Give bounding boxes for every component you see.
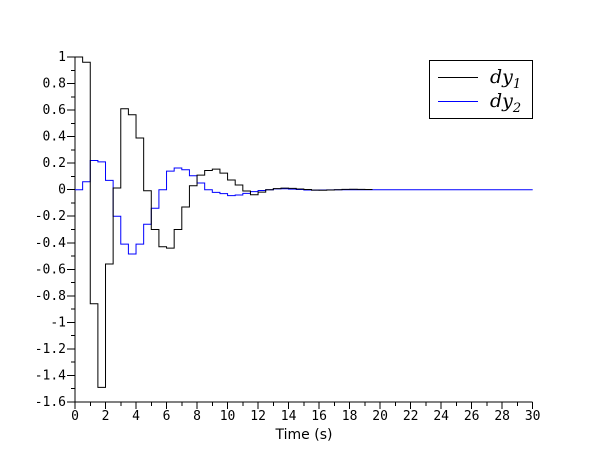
legend-item-dy2: dy2 bbox=[430, 90, 532, 116]
y-tick-label: -0.2 bbox=[35, 209, 66, 224]
x-tick-label: 18 bbox=[342, 409, 358, 424]
y-tick-label: -1.2 bbox=[35, 342, 66, 357]
y-tick-label: 0.2 bbox=[43, 156, 66, 171]
y-tick-label: 0 bbox=[58, 183, 66, 198]
x-tick-label: 16 bbox=[311, 409, 327, 424]
y-tick-label: -0.4 bbox=[35, 236, 66, 251]
y-tick-label: -1 bbox=[50, 315, 66, 330]
y-tick-label: -0.8 bbox=[35, 289, 66, 304]
legend-label-dy1: dy1 bbox=[490, 66, 522, 92]
x-tick-label: 2 bbox=[102, 409, 110, 424]
y-tick-label: -1.6 bbox=[35, 395, 66, 410]
x-tick-label: 6 bbox=[163, 409, 171, 424]
x-axis: 0 2 4 6 8 10 12 14 16 18 20 22 24 26 28 30 bbox=[71, 401, 541, 424]
x-tick-label: 10 bbox=[220, 409, 236, 424]
x-tick-label: 8 bbox=[193, 409, 201, 424]
legend: dy1 dy2 bbox=[429, 60, 533, 119]
y-tick-label: 0.6 bbox=[43, 103, 66, 118]
legend-line-sample-dy2 bbox=[438, 101, 478, 102]
x-tick-label: 28 bbox=[494, 409, 510, 424]
x-tick-label: 22 bbox=[403, 409, 419, 424]
y-tick-label: -1.4 bbox=[35, 368, 66, 383]
x-tick-label: 14 bbox=[281, 409, 297, 424]
legend-item-dy1: dy1 bbox=[430, 66, 532, 92]
x-tick-label: 26 bbox=[464, 409, 480, 424]
x-tick-label: 24 bbox=[433, 409, 449, 424]
x-tick-label: 4 bbox=[132, 409, 140, 424]
x-tick-label: 30 bbox=[525, 409, 541, 424]
legend-label-dy2: dy2 bbox=[490, 90, 522, 116]
y-tick-label: -0.6 bbox=[35, 262, 66, 277]
x-axis-title: Time (s) bbox=[275, 427, 333, 443]
series-dy1 bbox=[75, 56, 373, 388]
legend-line-sample-dy1 bbox=[438, 77, 478, 78]
y-tick-label: 0.8 bbox=[43, 77, 66, 92]
x-tick-label: 0 bbox=[71, 409, 79, 424]
y-axis: 1 0.8 0.6 0.4 0.2 0 -0.2 -0.4 -0.6 -0.8 -1 -1.2 -1.4… bbox=[35, 50, 76, 410]
x-tick-label: 20 bbox=[372, 409, 388, 424]
y-tick-label: 1 bbox=[58, 50, 66, 65]
y-tick-label: 0.4 bbox=[43, 130, 67, 145]
x-tick-label: 12 bbox=[250, 409, 266, 424]
